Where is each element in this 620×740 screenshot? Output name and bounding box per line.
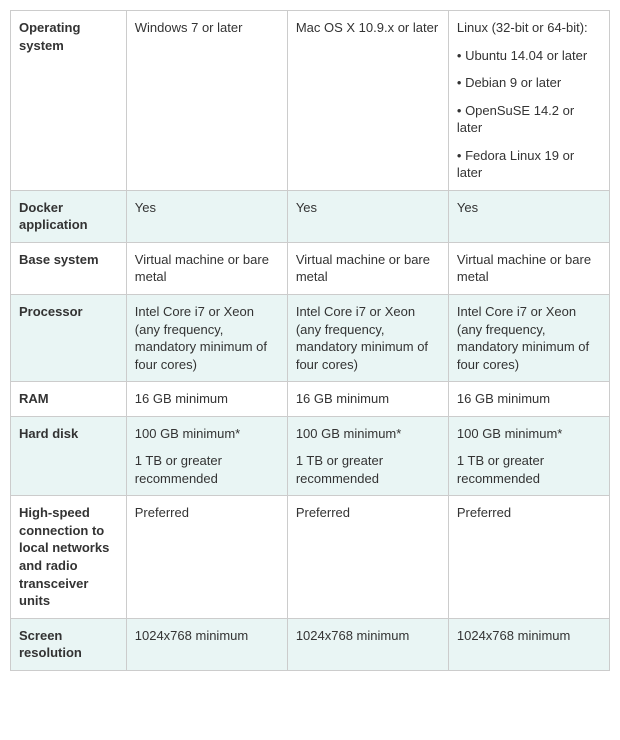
table-row: Processor Intel Core i7 or Xeon (any fre… xyxy=(11,295,610,382)
row-label: High-speed connection to local networks … xyxy=(11,496,127,618)
cell: Preferred xyxy=(287,496,448,618)
cell: 100 GB minimum* 1 TB or greater recommen… xyxy=(287,416,448,496)
cell: 16 GB minimum xyxy=(287,382,448,417)
table-row: Operating system Windows 7 or later Mac … xyxy=(11,11,610,191)
table-row: Hard disk 100 GB minimum* 1 TB or greate… xyxy=(11,416,610,496)
hd-min: 100 GB minimum* xyxy=(296,425,440,443)
cell: 16 GB minimum xyxy=(448,382,609,417)
table-row: Screen resolution 1024x768 minimum 1024x… xyxy=(11,618,610,670)
hd-min: 100 GB minimum* xyxy=(457,425,601,443)
cell: 16 GB minimum xyxy=(126,382,287,417)
table-row: RAM 16 GB minimum 16 GB minimum 16 GB mi… xyxy=(11,382,610,417)
cell: Virtual machine or bare metal xyxy=(448,242,609,294)
cell: Virtual machine or bare metal xyxy=(287,242,448,294)
cell: Yes xyxy=(287,190,448,242)
hd-min: 100 GB minimum* xyxy=(135,425,279,443)
cell: Preferred xyxy=(126,496,287,618)
bullet-text: OpenSuSE 14.2 or later xyxy=(457,103,574,136)
table-row: Base system Virtual machine or bare meta… xyxy=(11,242,610,294)
row-label: Base system xyxy=(11,242,127,294)
row-label: Screen resolution xyxy=(11,618,127,670)
linux-bullet: • Ubuntu 14.04 or later xyxy=(457,47,601,65)
table-row: Docker application Yes Yes Yes xyxy=(11,190,610,242)
cell: 100 GB minimum* 1 TB or greater recommen… xyxy=(448,416,609,496)
cell: 1024x768 minimum xyxy=(287,618,448,670)
linux-bullet: • Fedora Linux 19 or later xyxy=(457,147,601,182)
bullet-text: Debian 9 or later xyxy=(465,75,561,90)
hd-rec: 1 TB or greater recommended xyxy=(457,452,601,487)
cell: 1024x768 minimum xyxy=(126,618,287,670)
cell: Intel Core i7 or Xeon (any frequency, ma… xyxy=(448,295,609,382)
cell-mac: Mac OS X 10.9.x or later xyxy=(287,11,448,191)
bullet-text: Fedora Linux 19 or later xyxy=(457,148,574,181)
table-row: High-speed connection to local networks … xyxy=(11,496,610,618)
cell-linux: Linux (32-bit or 64-bit): • Ubuntu 14.04… xyxy=(448,11,609,191)
hd-rec: 1 TB or greater recommended xyxy=(135,452,279,487)
linux-intro: Linux (32-bit or 64-bit): xyxy=(457,19,601,37)
cell: 1024x768 minimum xyxy=(448,618,609,670)
row-label: Operating system xyxy=(11,11,127,191)
cell: Intel Core i7 or Xeon (any frequency, ma… xyxy=(126,295,287,382)
row-label: Hard disk xyxy=(11,416,127,496)
linux-bullet: • OpenSuSE 14.2 or later xyxy=(457,102,601,137)
cell: Yes xyxy=(126,190,287,242)
hd-rec: 1 TB or greater recommended xyxy=(296,452,440,487)
linux-bullet: • Debian 9 or later xyxy=(457,74,601,92)
bullet-text: Ubuntu 14.04 or later xyxy=(465,48,587,63)
system-requirements-table: Operating system Windows 7 or later Mac … xyxy=(10,10,610,671)
row-label: RAM xyxy=(11,382,127,417)
row-label: Docker application xyxy=(11,190,127,242)
cell: Virtual machine or bare metal xyxy=(126,242,287,294)
cell: Preferred xyxy=(448,496,609,618)
cell: 100 GB minimum* 1 TB or greater recommen… xyxy=(126,416,287,496)
cell: Intel Core i7 or Xeon (any frequency, ma… xyxy=(287,295,448,382)
cell: Yes xyxy=(448,190,609,242)
row-label: Processor xyxy=(11,295,127,382)
cell-windows: Windows 7 or later xyxy=(126,11,287,191)
